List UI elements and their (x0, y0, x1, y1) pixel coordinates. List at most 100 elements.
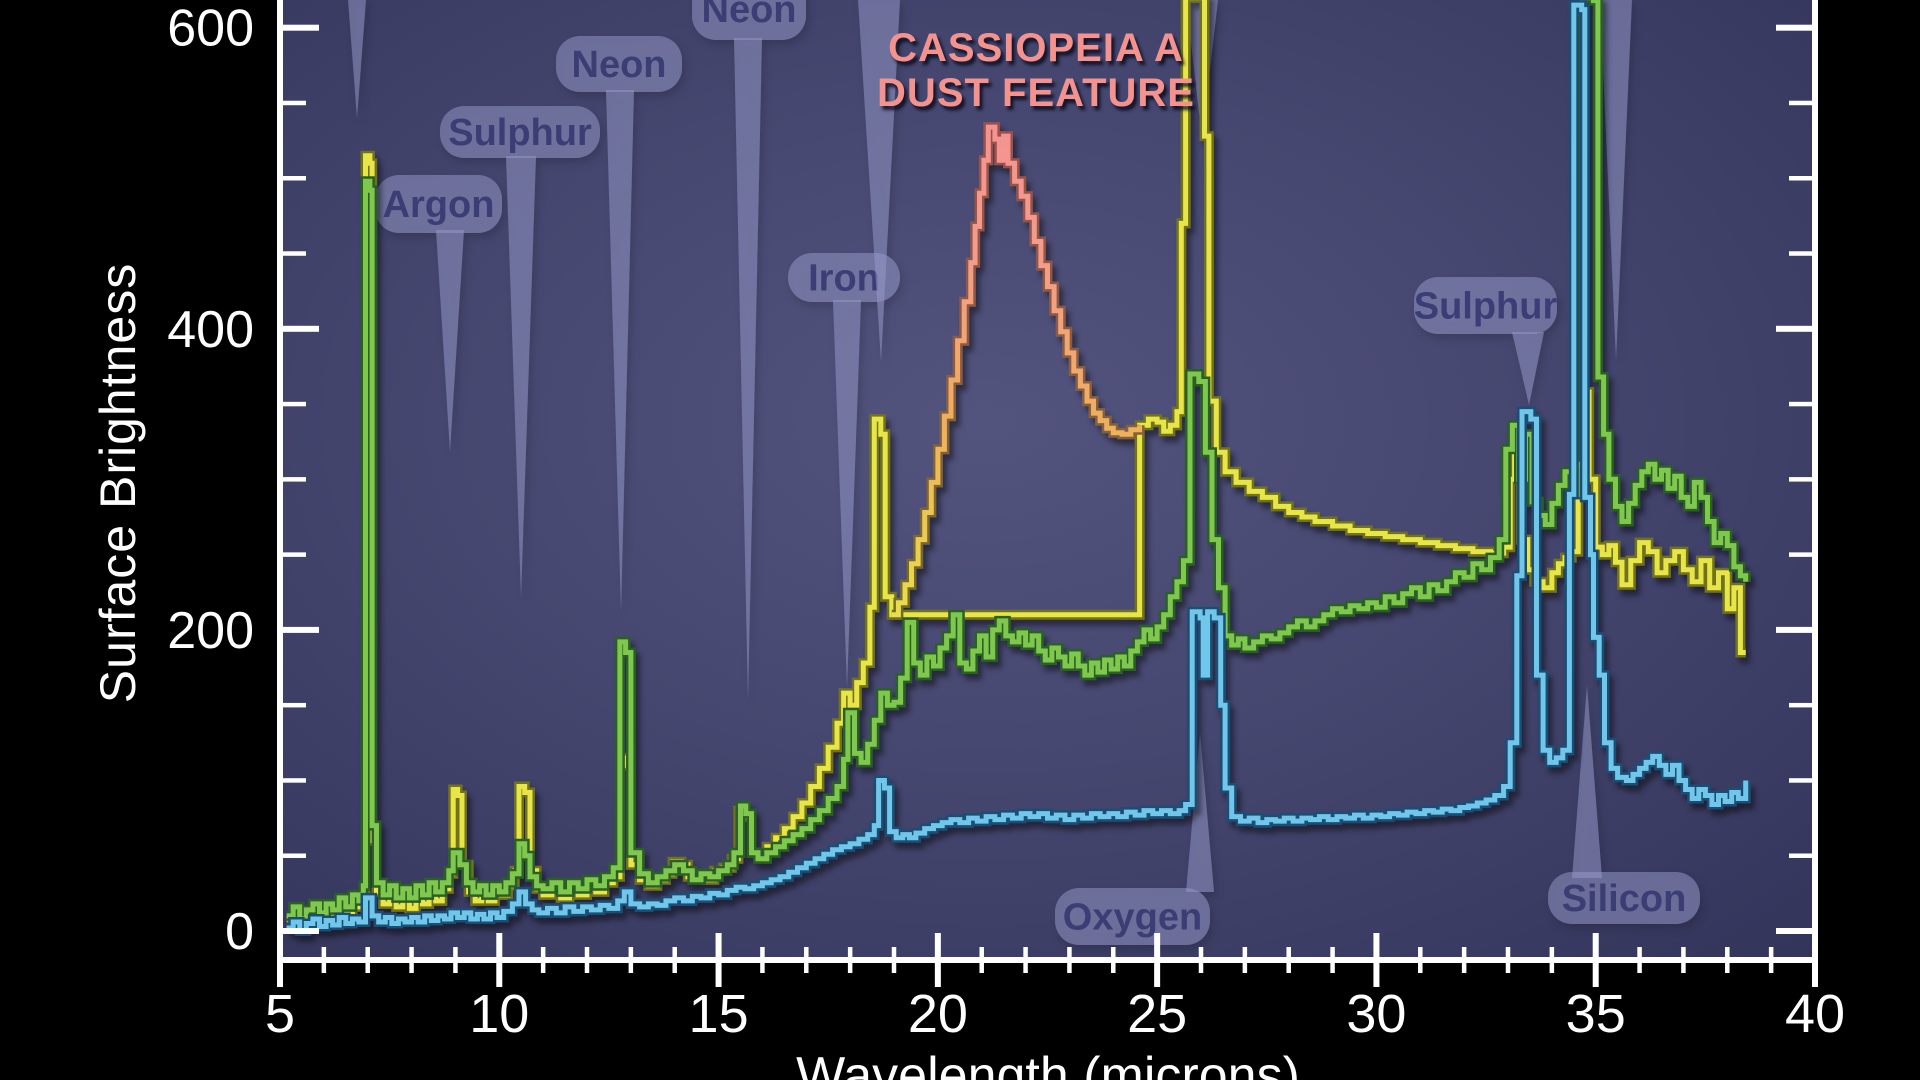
y-axis-title: Surface Brightness (90, 262, 146, 704)
series-dust-line (891, 124, 1143, 618)
y-tick-50 (283, 853, 306, 858)
element-bubble-sulphur (1414, 277, 1557, 334)
x-tick-22 (1023, 947, 1028, 973)
element-bubble-argon (375, 175, 502, 233)
x-tick-label-25: 25 (1127, 984, 1187, 1044)
y-tick-label-400: 400 (167, 301, 254, 359)
y-tick-right-250 (1789, 552, 1812, 557)
x-tick-34 (1549, 947, 1555, 973)
element-pointer-silicon (1572, 685, 1602, 878)
element-bubble-sulphur (440, 106, 600, 158)
x-tick-9 (453, 947, 458, 973)
x-tick-27 (1242, 947, 1248, 973)
x-axis-line (277, 957, 1818, 963)
x-tick-label-30: 30 (1346, 984, 1406, 1044)
x-tick-label-5: 5 (265, 984, 295, 1044)
element-pointer-cutoff-6 (858, 0, 900, 362)
y-axis-line (277, 0, 283, 963)
x-tick-14 (672, 947, 677, 973)
x-tick-25 (1154, 933, 1161, 987)
y-tick-right-100 (1789, 778, 1812, 783)
x-tick-28 (1286, 947, 1291, 973)
element-label-iron: Iron (808, 258, 880, 300)
axes-layer: 0 200 400 600 5 10 15 20 25 30 35 40 (167, 0, 1845, 1044)
x-tick-36 (1637, 947, 1642, 973)
x-tick-33 (1505, 947, 1511, 973)
y-tick-450 (283, 251, 306, 256)
x-tick-10 (496, 933, 503, 987)
y-tick-550 (283, 100, 306, 106)
x-tick-label-35: 35 (1566, 984, 1626, 1044)
y-tick-right-50 (1789, 853, 1812, 858)
y-tick-label-0: 0 (225, 903, 254, 961)
x-tick-6 (321, 947, 327, 973)
x-tick-23 (1067, 947, 1072, 973)
x-tick-15 (715, 933, 722, 987)
y-tick-right-600 (1776, 24, 1812, 31)
y-tick-0 (283, 928, 319, 934)
element-pointer-cutoff-0 (348, 0, 366, 118)
y-tick-300 (283, 477, 306, 482)
element-label-silicon: Silicon (1562, 878, 1687, 920)
y-tick-500 (283, 176, 306, 181)
x-tick-13 (628, 947, 634, 973)
y-tick-right-0 (1776, 928, 1812, 934)
y-tick-label-200: 200 (167, 602, 254, 660)
element-label-neon: Neon (702, 0, 797, 31)
element-label-neon: Neon (572, 44, 667, 86)
x-tick-31 (1418, 947, 1423, 973)
x-tick-32 (1461, 947, 1467, 973)
y-tick-100 (283, 778, 306, 783)
element-pointer-argon (436, 230, 464, 452)
x-tick-19 (891, 947, 897, 973)
y-tick-200 (283, 626, 319, 633)
right-axis-line (1812, 0, 1818, 963)
dust-feature-annotation: CASSIOPEIA A DUST FEATURE (877, 26, 1195, 116)
y-tick-label-600: 600 (167, 0, 254, 58)
element-pointer-oxygen (1186, 733, 1214, 892)
x-tick-17 (804, 947, 809, 973)
series-blue-line (286, 2, 1749, 934)
element-bubble-silicon (1548, 872, 1700, 924)
spectra-layer (286, 0, 1751, 936)
element-pointer-neon (734, 38, 762, 700)
element-pointer-iron (833, 300, 861, 688)
x-tick-12 (584, 947, 590, 973)
y-tick-400 (283, 325, 319, 332)
y-tick-350 (283, 401, 306, 407)
element-pointer-sulphur (506, 156, 536, 597)
y-tick-right-350 (1789, 401, 1812, 407)
x-tick-16 (760, 947, 765, 973)
x-tick-5 (277, 933, 283, 987)
series-yellow-line (286, 0, 1746, 928)
x-tick-24 (1111, 947, 1116, 973)
x-tick-35 (1592, 933, 1599, 987)
y-tick-250 (283, 552, 306, 557)
element-pointer-neon (606, 90, 634, 612)
y-tick-right-150 (1789, 702, 1812, 708)
dust-feature-annotation-line2: DUST FEATURE (877, 71, 1195, 115)
y-tick-600 (283, 24, 319, 31)
y-tick-right-450 (1789, 251, 1812, 256)
x-tick-40 (1812, 933, 1818, 987)
element-bubble-neon (556, 36, 682, 92)
element-label-oxygen: Oxygen (1063, 897, 1202, 939)
x-tick-label-40: 40 (1785, 984, 1845, 1044)
x-tick-label-20: 20 (908, 984, 968, 1044)
element-label-sulphur: Sulphur (448, 112, 592, 154)
element-bubble-oxygen (1055, 888, 1210, 945)
dust-feature-annotation-line1: CASSIOPEIA A (888, 26, 1184, 70)
element-label-sulphur: Sulphur (1414, 286, 1558, 328)
x-tick-18 (847, 947, 853, 973)
x-tick-7 (365, 947, 370, 973)
y-tick-150 (283, 702, 306, 708)
x-tick-21 (979, 947, 984, 973)
x-tick-37 (1681, 947, 1686, 973)
x-axis-title: Wavelength (microns) (796, 1047, 1300, 1080)
x-tick-29 (1330, 947, 1335, 973)
element-pointer-cutoff-9 (1600, 0, 1632, 360)
x-tick-38 (1725, 947, 1730, 973)
y-tick-right-200 (1776, 626, 1812, 633)
